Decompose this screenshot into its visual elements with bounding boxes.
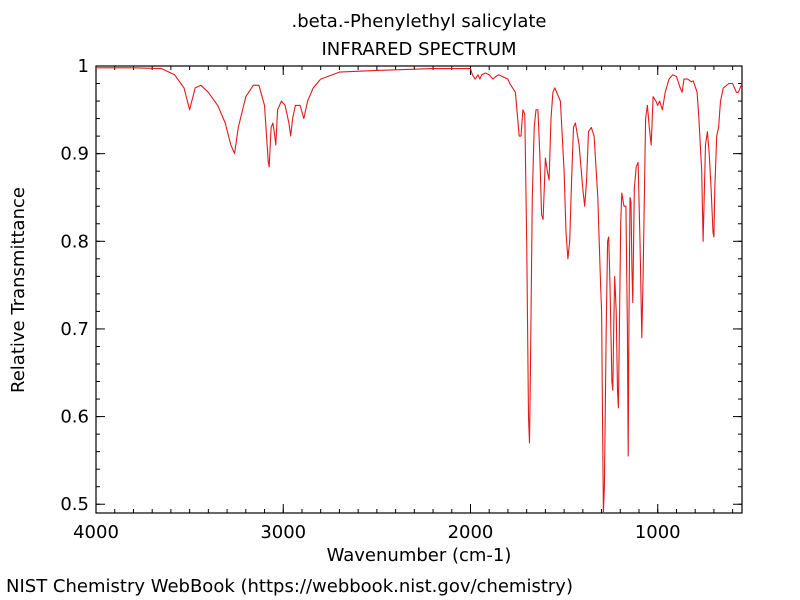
- spectrum-line: [96, 67, 743, 514]
- y-tick-label: 0.8: [60, 231, 89, 252]
- y-tick-label: 0.9: [60, 144, 89, 165]
- x-tick-label: 4000: [73, 522, 119, 543]
- source-credit: NIST Chemistry WebBook (https://webbook.…: [6, 576, 573, 597]
- x-tick-label: 2000: [448, 522, 494, 543]
- y-tick-label: 0.6: [60, 407, 89, 428]
- x-tick-label: 1000: [635, 522, 681, 543]
- axis-ticks: 4000 3000 2000 1000 0.5 0.6 0.7 0.8 0.9 1: [60, 56, 742, 543]
- plot-frame: [95, 65, 743, 514]
- y-tick-label: 0.5: [60, 494, 89, 515]
- chart-subtitle: INFRARED SPECTRUM: [321, 39, 517, 60]
- y-axis-label: Relative Transmittance: [8, 187, 29, 393]
- y-tick-label: 0.7: [60, 319, 89, 340]
- chart-title: .beta.-Phenylethyl salicylate: [291, 11, 547, 32]
- x-tick-label: 3000: [260, 522, 306, 543]
- x-axis-label: Wavenumber (cm-1): [327, 545, 512, 566]
- y-tick-label: 1: [78, 56, 89, 77]
